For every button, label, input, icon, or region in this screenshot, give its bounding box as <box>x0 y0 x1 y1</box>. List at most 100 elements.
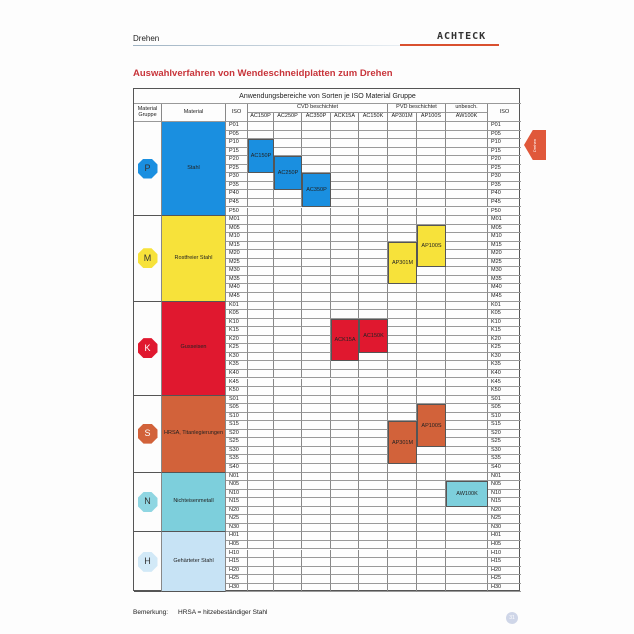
iso-code-right: S01 <box>488 396 521 405</box>
grid-cell <box>302 481 331 490</box>
iso-code: N15 <box>226 498 248 507</box>
grid-cell <box>417 523 446 533</box>
header-material: Material <box>162 104 226 122</box>
grid-cell <box>359 421 388 430</box>
grid-cell <box>417 583 446 593</box>
grid-cell <box>331 301 359 311</box>
grid-cell <box>331 267 359 276</box>
iso-code: P10 <box>226 139 248 148</box>
grid-cell <box>248 181 274 191</box>
iso-code: M40 <box>226 284 248 293</box>
iso-code: N30 <box>226 523 248 533</box>
grid-cell <box>331 558 359 567</box>
grid-cell <box>417 575 446 584</box>
grid-cell <box>302 421 331 430</box>
grid-cell <box>274 190 302 199</box>
grid-cell <box>359 224 388 234</box>
iso-code: P20 <box>226 156 248 165</box>
header-grade-ap100s: AP100S <box>417 113 446 122</box>
grid-cell <box>359 446 388 456</box>
grid-cell <box>331 207 359 217</box>
iso-code: S20 <box>226 429 248 439</box>
grid-cell <box>388 489 417 499</box>
grid-cell <box>331 455 359 464</box>
grid-cell <box>274 198 302 208</box>
grid-cell <box>359 190 388 199</box>
iso-code: P05 <box>226 130 248 140</box>
grid-cell <box>274 139 302 148</box>
grid-cell <box>446 335 488 345</box>
iso-code-right: K15 <box>488 327 521 336</box>
grid-cell <box>302 122 331 131</box>
grid-cell <box>446 139 488 148</box>
grid-cell <box>274 421 302 430</box>
iso-code: K25 <box>226 344 248 353</box>
iso-code: S30 <box>226 446 248 456</box>
grid-cell <box>446 258 488 268</box>
grid-cell <box>417 549 446 559</box>
grid-cell <box>417 327 446 336</box>
iso-code: N20 <box>226 506 248 516</box>
iso-code: H30 <box>226 583 248 593</box>
grid-cell <box>417 498 446 507</box>
grid-cell <box>359 122 388 131</box>
grid-cell <box>248 233 274 242</box>
iso-code-right: P30 <box>488 173 521 182</box>
grid-cell <box>248 310 274 319</box>
iso-code: M15 <box>226 241 248 251</box>
grid-cell <box>274 224 302 234</box>
grid-cell <box>446 515 488 524</box>
grid-cell <box>331 369 359 379</box>
grid-cell <box>331 481 359 490</box>
grid-cell <box>302 147 331 157</box>
iso-code-right: N10 <box>488 490 521 499</box>
grid-cell <box>248 327 274 336</box>
material-group-s: S <box>134 395 162 473</box>
grid-cell <box>274 412 302 422</box>
grid-cell <box>331 190 359 199</box>
iso-code: M45 <box>226 293 248 302</box>
grid-cell <box>274 549 302 559</box>
grid-cell <box>446 275 488 285</box>
grid-cell <box>446 369 488 379</box>
iso-code: K01 <box>226 301 248 311</box>
grid-cell <box>388 515 417 524</box>
grid-cell <box>359 412 388 422</box>
iso-code-right: H05 <box>488 541 521 550</box>
iso-code: M01 <box>226 216 248 225</box>
grid-cell <box>446 327 488 336</box>
grid-cell <box>359 481 388 490</box>
grid-cell <box>248 515 274 524</box>
grid-cell <box>331 122 359 131</box>
grid-cell <box>274 216 302 225</box>
grid-cell <box>248 498 274 507</box>
grid-cell <box>417 464 446 473</box>
grid-cell <box>359 515 388 524</box>
grid-cell <box>446 361 488 370</box>
range-ac150k: AC150K <box>359 318 388 353</box>
grid-cell <box>248 387 274 396</box>
grid-cell <box>331 198 359 208</box>
grid-cell <box>417 310 446 319</box>
grid-cell <box>446 216 488 225</box>
grid-cell <box>331 139 359 148</box>
grid-cell <box>302 164 331 174</box>
grid-cell <box>274 250 302 259</box>
grid-cell <box>446 540 488 550</box>
side-tab-drehen[interactable]: Drehen <box>524 130 546 160</box>
grid-cell <box>359 258 388 268</box>
iso-code: K05 <box>226 310 248 319</box>
range-ap301m: AP301M <box>388 241 417 285</box>
grid-cell <box>388 139 417 148</box>
grid-cell <box>417 284 446 293</box>
grid-cell <box>248 438 274 447</box>
grid-cell <box>248 258 274 268</box>
grid-cell <box>302 506 331 516</box>
grid-cell <box>302 275 331 285</box>
iso-code-right: N05 <box>488 481 521 490</box>
material-group-p: P <box>134 122 162 217</box>
brand-logo: ACHTECK <box>437 31 487 42</box>
header-grade-ac350p: AC350P <box>302 113 331 122</box>
grid-cell <box>446 310 488 319</box>
